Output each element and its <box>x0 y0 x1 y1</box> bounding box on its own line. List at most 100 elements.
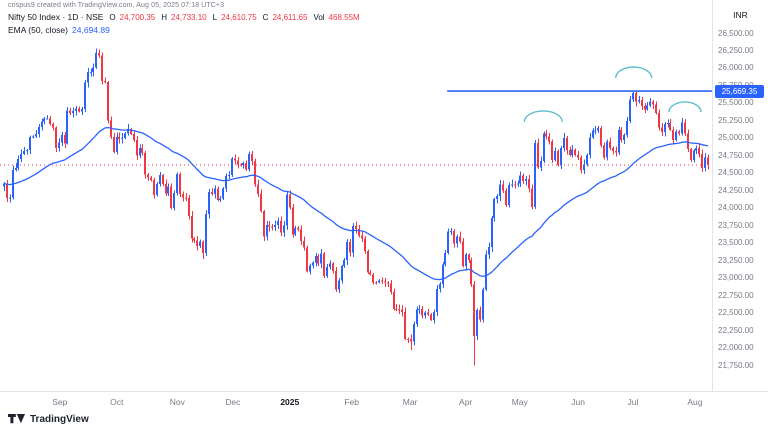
candle <box>127 128 129 134</box>
candle <box>589 137 591 156</box>
candle <box>294 228 296 235</box>
candle <box>620 130 622 140</box>
price-axis-label: 22,250.00 <box>718 325 754 335</box>
candle <box>266 225 268 237</box>
price-axis-label: 23,250.00 <box>718 255 754 265</box>
ema-line[interactable] <box>3 126 709 281</box>
candle <box>139 148 141 156</box>
candle <box>418 308 420 310</box>
candle <box>381 280 383 282</box>
candle <box>687 133 689 150</box>
candle <box>29 137 31 151</box>
price-line-label-chip: 25,669.35 <box>715 84 764 98</box>
candle <box>563 137 565 149</box>
candle <box>416 309 418 324</box>
ema-indicator-label[interactable]: EMA (50, close) <box>8 25 68 35</box>
candle <box>574 149 576 156</box>
candle <box>46 118 48 120</box>
candle <box>116 136 118 153</box>
candle <box>292 207 294 235</box>
candle <box>566 137 568 151</box>
candle <box>531 188 533 208</box>
candle <box>326 266 328 276</box>
candle <box>208 192 210 215</box>
arc-drawing[interactable] <box>523 110 563 123</box>
candle <box>430 314 432 320</box>
arc-drawing[interactable] <box>614 66 653 79</box>
candle <box>672 130 674 141</box>
candle <box>667 123 669 125</box>
candle <box>427 312 429 315</box>
candle <box>98 52 100 56</box>
candle <box>560 148 562 166</box>
tradingview-brand-text[interactable]: TradingView <box>30 413 89 425</box>
candle <box>505 190 507 206</box>
attribution-text: crispus9 created with TradingView.com, A… <box>8 2 225 9</box>
candle <box>557 150 559 166</box>
candle <box>173 192 175 209</box>
candle <box>545 133 547 137</box>
candle <box>297 228 299 230</box>
open-value: 24,700.35 <box>119 13 156 22</box>
price-axis[interactable]: INR 25,669.35 26,500.00 26,250.00 26,000.0… <box>712 0 768 391</box>
candle <box>280 220 282 233</box>
candle <box>693 150 695 161</box>
price-axis-label: 23,750.00 <box>718 220 754 230</box>
candle <box>698 147 700 155</box>
candle <box>375 282 377 284</box>
arc-drawing[interactable] <box>668 101 702 113</box>
candle <box>470 260 472 285</box>
candle <box>121 137 123 140</box>
candle <box>372 274 374 283</box>
candle <box>612 148 614 151</box>
candle <box>147 174 149 178</box>
candle <box>9 197 11 199</box>
tradingview-logo-icon[interactable] <box>8 413 25 425</box>
candle <box>476 310 478 337</box>
candle <box>424 312 426 316</box>
candle <box>491 218 493 248</box>
candle <box>43 118 45 122</box>
candle <box>638 99 640 102</box>
candle <box>225 175 227 189</box>
candle <box>462 241 464 267</box>
time-axis-label: Mar <box>402 397 418 407</box>
candle <box>675 131 677 141</box>
candle <box>199 241 201 246</box>
candle <box>113 136 115 153</box>
candle <box>355 225 357 229</box>
price-axis-label: 24,000.00 <box>718 203 754 213</box>
candle <box>150 177 152 180</box>
candle <box>390 283 392 292</box>
candle <box>615 150 617 153</box>
candle <box>534 143 536 208</box>
currency-label: INR <box>733 10 748 20</box>
candle <box>329 263 331 267</box>
candle <box>219 198 221 200</box>
candle <box>669 123 671 131</box>
candle <box>681 122 683 134</box>
candle <box>594 130 596 132</box>
candle <box>289 194 291 208</box>
candle <box>309 265 311 272</box>
candle <box>690 149 692 161</box>
candle <box>222 188 224 199</box>
candle <box>245 162 247 170</box>
candle <box>641 99 643 107</box>
candle <box>64 134 66 144</box>
candle <box>603 145 605 158</box>
candle <box>349 242 351 253</box>
time-axis[interactable]: Sep Oct Nov Dec 2025 Feb Mar Apr May Jun Jul Aug <box>0 391 768 413</box>
candle <box>124 133 126 138</box>
candle <box>338 280 340 290</box>
time-axis-label: Nov <box>169 397 185 407</box>
price-axis-label: 24,500.00 <box>718 168 754 178</box>
candle <box>707 157 709 165</box>
candle <box>159 175 161 185</box>
candle <box>499 184 501 197</box>
candle <box>38 127 40 135</box>
candle <box>404 312 406 339</box>
candle <box>378 280 380 283</box>
symbol-title[interactable]: Nifty 50 Index · 1D · NSE <box>8 12 104 22</box>
